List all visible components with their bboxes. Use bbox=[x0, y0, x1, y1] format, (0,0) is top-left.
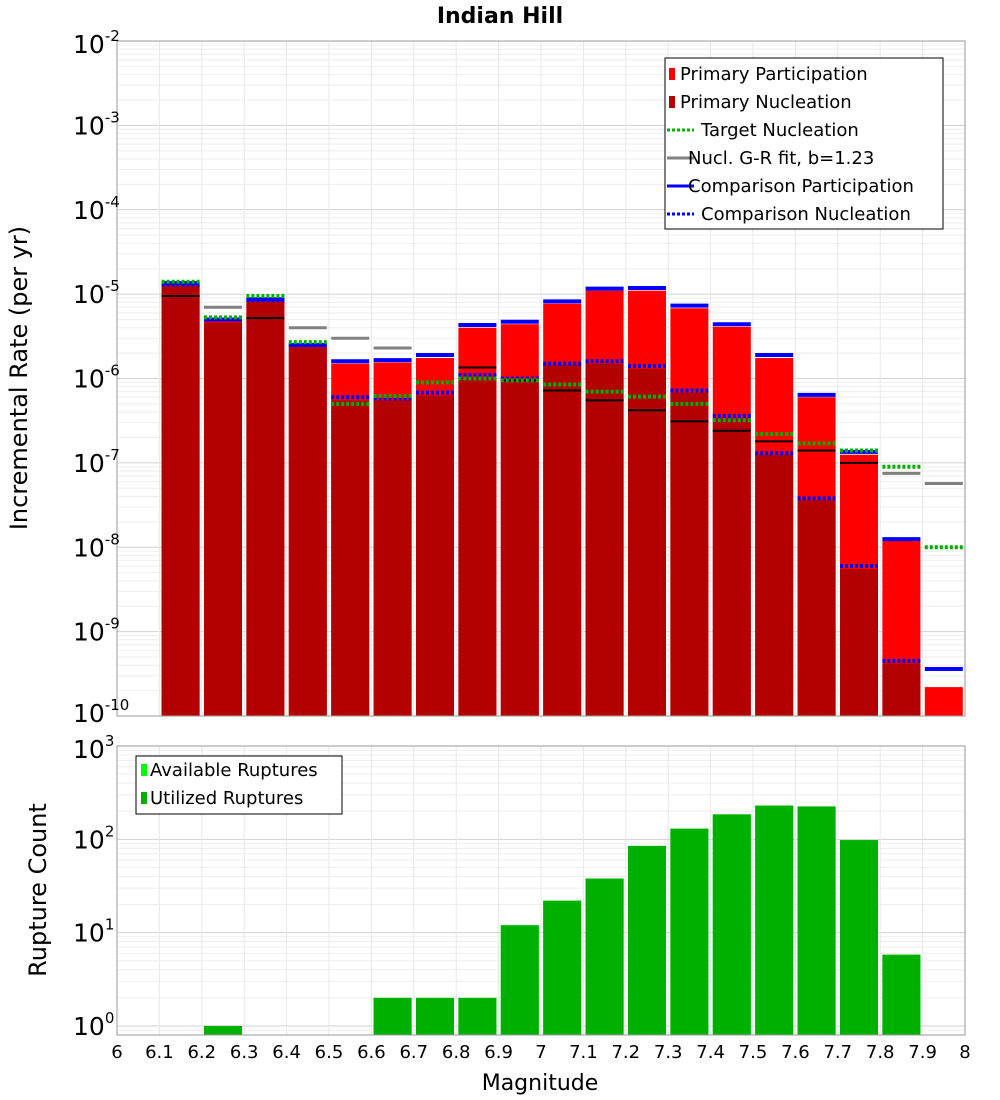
primary-nucleation-bar bbox=[246, 301, 285, 716]
legend-label: Primary Participation bbox=[680, 64, 868, 85]
legend-label: Comparison Nucleation bbox=[701, 204, 911, 225]
primary-nucleation-bar bbox=[585, 363, 624, 716]
utilized-ruptures-bar bbox=[416, 997, 454, 1035]
bottom-legend: Available Ruptures Utilized Ruptures bbox=[135, 755, 343, 815]
primary-nucleation-bar bbox=[416, 395, 454, 716]
x-tick-label: 6.5 bbox=[315, 1042, 344, 1063]
utilized-ruptures-bar bbox=[840, 840, 878, 1035]
y-tick-label: 10-8 bbox=[73, 530, 120, 562]
y-tick-label: 102 bbox=[73, 822, 114, 854]
y-tick-label: 10-6 bbox=[73, 362, 120, 394]
y-tick-label: 101 bbox=[73, 916, 114, 948]
primary-nucleation-bar bbox=[840, 569, 878, 716]
top-chart: 10-2 10-3 10-4 10-5 10-6 10-7 10-8 10-9 10-10 In… bbox=[5, 27, 966, 728]
bottom-bars bbox=[204, 805, 921, 1035]
y-tick-label: 10-4 bbox=[73, 193, 120, 225]
primary-nucleation-bar bbox=[373, 400, 412, 716]
primary-nucleation-bar bbox=[797, 500, 836, 716]
primary-nucleation-bar bbox=[670, 392, 709, 716]
x-tick-label: 7 bbox=[535, 1042, 546, 1063]
utilized-ruptures-bar bbox=[628, 845, 666, 1035]
primary-nucleation-bar bbox=[161, 285, 200, 716]
x-tick-label: 7.8 bbox=[866, 1042, 895, 1063]
primary-nucleation-bar bbox=[755, 454, 794, 716]
utilized-ruptures-bar bbox=[373, 997, 412, 1035]
x-tick-labels: 6 6.1 6.2 6.3 6.4 6.5 6.6 6.7 6.8 6.9 7 7.1 7.2 7.3 7.… bbox=[111, 1042, 970, 1063]
utilized-ruptures-bar bbox=[882, 954, 921, 1035]
legend-swatch bbox=[669, 96, 675, 108]
primary-nucleation-bar bbox=[712, 418, 751, 716]
primary-nucleation-bar bbox=[500, 380, 539, 716]
utilized-ruptures-bar bbox=[670, 828, 709, 1035]
x-tick-label: 7.7 bbox=[823, 1042, 852, 1063]
utilized-ruptures-bar bbox=[204, 1025, 242, 1035]
x-tick-label: 7.3 bbox=[654, 1042, 683, 1063]
utilized-ruptures-bar bbox=[797, 806, 836, 1035]
legend-box bbox=[664, 57, 944, 230]
y-tick-label: 10-10 bbox=[73, 696, 129, 728]
primary-participation-bar bbox=[924, 687, 963, 716]
legend-label: Target Nucleation bbox=[700, 120, 859, 141]
primary-nucleation-bar bbox=[458, 376, 497, 716]
bottom-y-tick-labels: 103 102 101 100 bbox=[73, 732, 114, 1041]
x-tick-label: 8 bbox=[959, 1042, 970, 1063]
x-tick-label: 6 bbox=[111, 1042, 122, 1063]
x-tick-label: 6.2 bbox=[187, 1042, 216, 1063]
bottom-y-axis-label: Rupture Count bbox=[24, 803, 52, 977]
legend-swatch bbox=[141, 792, 147, 804]
top-legend: Primary Participation Primary Nucleation T… bbox=[664, 57, 944, 230]
y-tick-label: 100 bbox=[73, 1009, 114, 1041]
primary-nucleation-bar bbox=[331, 400, 370, 716]
x-tick-label: 6.9 bbox=[484, 1042, 513, 1063]
x-tick-label: 6.8 bbox=[442, 1042, 471, 1063]
utilized-ruptures-bar bbox=[500, 925, 539, 1035]
bottom-plot-frame bbox=[116, 745, 966, 1036]
bottom-chart: 103 102 101 100 Rupture Count Available Rup… bbox=[24, 732, 966, 1041]
chart-title: Indian Hill bbox=[437, 4, 563, 29]
y-tick-label: 103 bbox=[73, 732, 114, 764]
y-tick-label: 10-7 bbox=[73, 446, 120, 478]
legend-label: Available Ruptures bbox=[150, 760, 318, 781]
primary-nucleation-bar bbox=[288, 347, 327, 716]
top-bars bbox=[161, 284, 963, 716]
utilized-ruptures-bar bbox=[458, 997, 497, 1035]
legend-swatch bbox=[141, 764, 147, 776]
legend-label: Comparison Participation bbox=[688, 176, 914, 197]
primary-nucleation-bar bbox=[628, 368, 666, 716]
x-tick-label: 6.6 bbox=[357, 1042, 386, 1063]
legend-box bbox=[135, 755, 343, 815]
x-tick-label: 7.9 bbox=[908, 1042, 937, 1063]
utilized-ruptures-bar bbox=[755, 805, 794, 1035]
x-tick-label: 6.4 bbox=[272, 1042, 301, 1063]
x-axis-label: Magnitude bbox=[482, 1071, 599, 1096]
x-tick-label: 7.2 bbox=[611, 1042, 640, 1063]
utilized-ruptures-bar bbox=[585, 878, 624, 1035]
legend-label: Utilized Ruptures bbox=[150, 788, 303, 809]
x-tick-label: 7.5 bbox=[739, 1042, 768, 1063]
primary-nucleation-bar bbox=[882, 663, 921, 716]
legend-swatch bbox=[669, 68, 675, 80]
y-tick-label: 10-2 bbox=[73, 27, 120, 59]
primary-nucleation-bar bbox=[204, 322, 242, 716]
x-tick-label: 6.3 bbox=[230, 1042, 259, 1063]
top-y-axis-label: Incremental Rate (per yr) bbox=[5, 226, 33, 530]
utilized-ruptures-bar bbox=[543, 900, 582, 1035]
x-tick-label: 6.7 bbox=[399, 1042, 428, 1063]
top-y-tick-labels: 10-2 10-3 10-4 10-5 10-6 10-7 10-8 10-9 10-10 bbox=[73, 27, 129, 728]
legend-label: Primary Nucleation bbox=[680, 92, 852, 113]
legend-label: Nucl. G-R fit, b=1.23 bbox=[688, 148, 874, 169]
utilized-ruptures-bar bbox=[712, 814, 751, 1035]
y-tick-label: 10-3 bbox=[73, 108, 120, 140]
x-tick-label: 7.1 bbox=[569, 1042, 598, 1063]
x-tick-label: 7.4 bbox=[696, 1042, 725, 1063]
y-tick-label: 10-9 bbox=[73, 615, 120, 647]
top-plot-frame bbox=[116, 40, 966, 717]
primary-nucleation-bar bbox=[543, 364, 582, 716]
x-tick-label: 7.6 bbox=[781, 1042, 810, 1063]
x-tick-label: 6.1 bbox=[145, 1042, 174, 1063]
y-tick-label: 10-5 bbox=[73, 277, 120, 309]
top-markers bbox=[161, 279, 963, 672]
